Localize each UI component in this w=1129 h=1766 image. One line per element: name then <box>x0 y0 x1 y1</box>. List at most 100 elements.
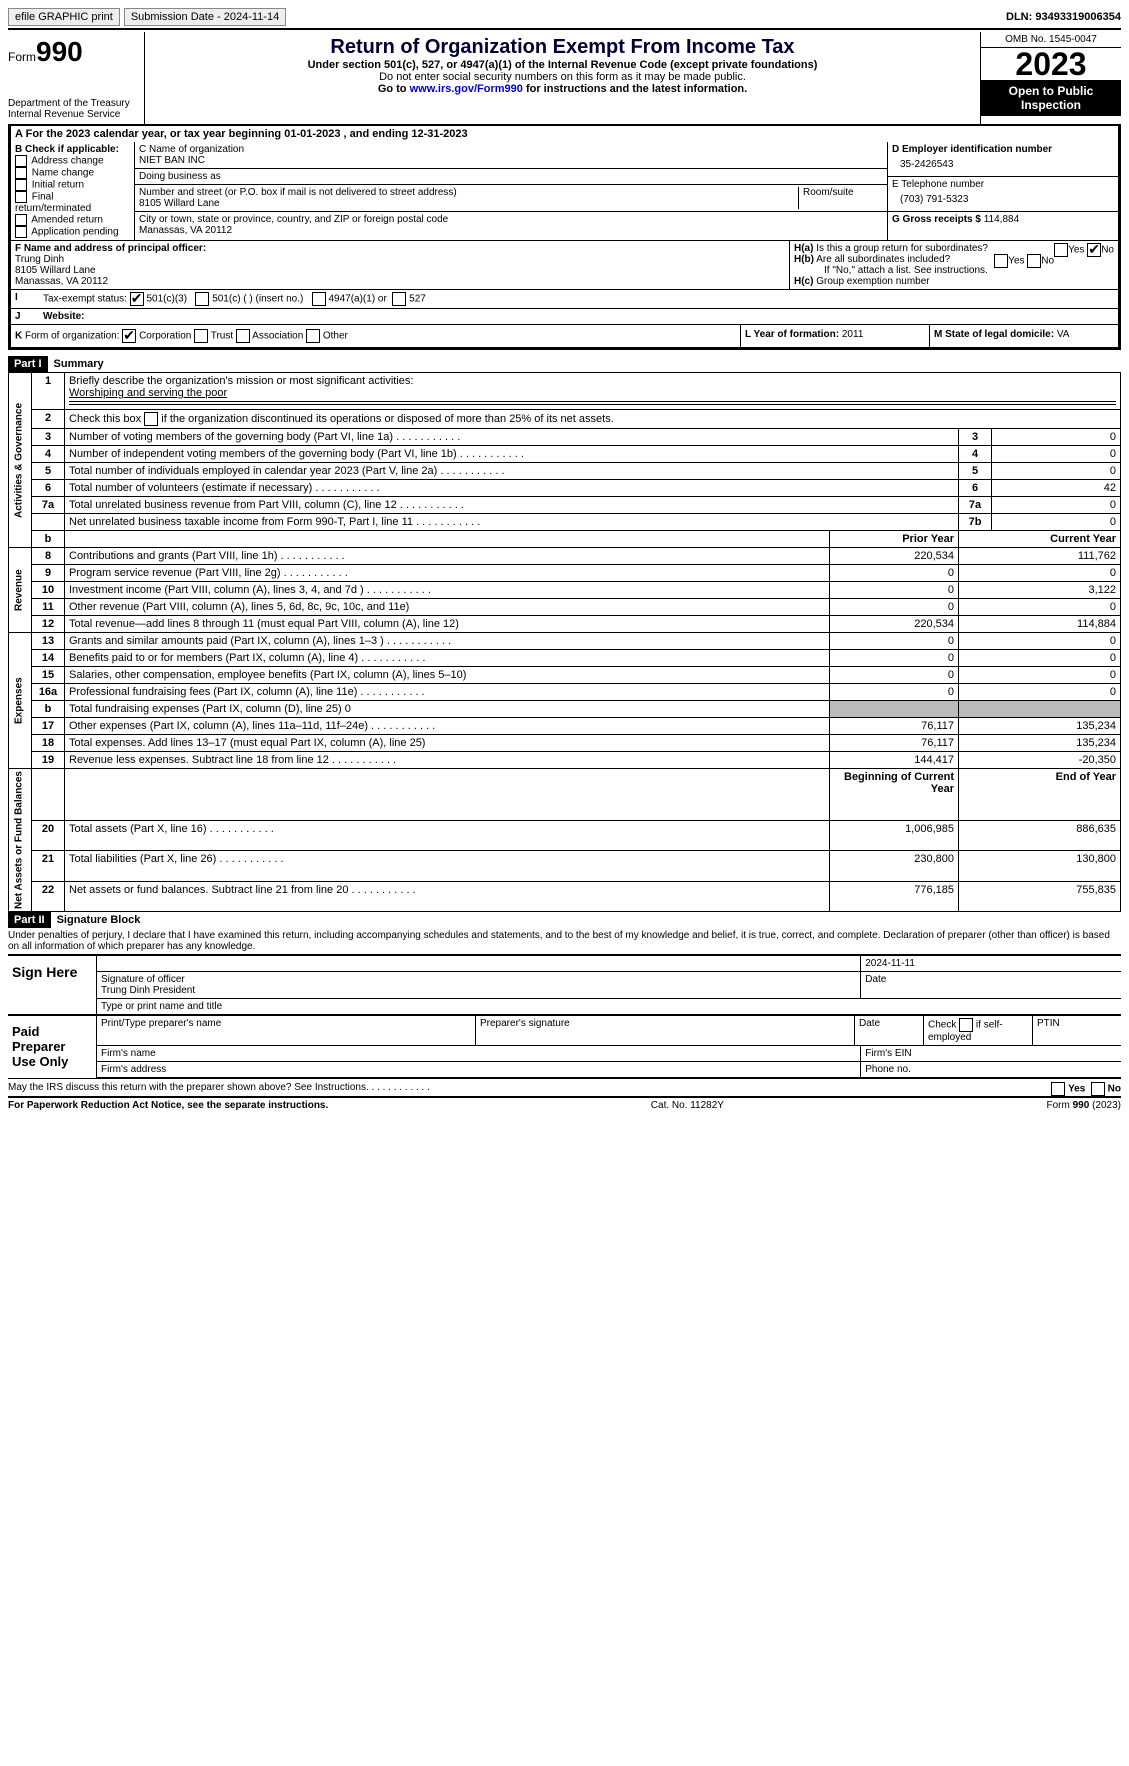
submission-date-button[interactable]: Submission Date - 2024-11-14 <box>124 8 286 26</box>
cb-final-return[interactable] <box>15 191 27 203</box>
type-name-label: Type or print name and title <box>97 999 1121 1014</box>
k-trust[interactable] <box>194 329 208 343</box>
street-address: 8105 Willard Lane <box>139 198 220 209</box>
irs-discuss-line: May the IRS discuss this return with the… <box>8 1078 1121 1096</box>
k-corp[interactable] <box>122 329 136 343</box>
ptin-label: PTIN <box>1033 1016 1121 1045</box>
page-footer: For Paperwork Reduction Act Notice, see … <box>8 1096 1121 1111</box>
form-ref: Form 990 (2023) <box>1047 1100 1121 1111</box>
discuss-yes[interactable] <box>1051 1082 1065 1096</box>
state-domicile: VA <box>1057 329 1070 340</box>
cb-address-change[interactable] <box>15 155 27 167</box>
firm-phone-label: Phone no. <box>861 1062 1121 1077</box>
summary-table: Activities & Governance 1Briefly describ… <box>8 372 1121 912</box>
part2-header: Part II <box>8 912 51 928</box>
addr-label: Number and street (or P.O. box if mail i… <box>139 187 457 198</box>
goto-line: Go to www.irs.gov/Form990 for instructio… <box>153 83 972 95</box>
firm-addr-label: Firm's address <box>97 1062 861 1077</box>
l2-checkbox[interactable] <box>144 412 158 426</box>
prep-sig-label: Preparer's signature <box>476 1016 855 1045</box>
prep-date-label: Date <box>855 1016 924 1045</box>
subtitle-1: Under section 501(c), 527, or 4947(a)(1)… <box>153 59 972 71</box>
hb-no[interactable] <box>1027 254 1041 268</box>
col-prior: Prior Year <box>830 531 959 548</box>
section-i: I Tax-exempt status: 501(c)(3) 501(c) ( … <box>8 289 1121 308</box>
sign-date: 2024-11-11 <box>861 956 1121 971</box>
efile-button[interactable]: efile GRAPHIC print <box>8 8 120 26</box>
i-501c3[interactable] <box>130 292 144 306</box>
row-7b: Net unrelated business taxable income fr… <box>9 514 1121 531</box>
paid-preparer-label: Paid Preparer Use Only <box>8 1016 96 1078</box>
gross-receipts-value: 114,884 <box>984 214 1019 225</box>
dept-treasury: Department of the Treasury <box>8 98 138 109</box>
section-b: B Check if applicable: Address change Na… <box>11 142 134 240</box>
firm-name-label: Firm's name <box>97 1046 861 1061</box>
vlabel-expenses: Expenses <box>9 633 32 769</box>
paid-preparer-block: Paid Preparer Use Only Print/Type prepar… <box>8 1014 1121 1078</box>
prep-name-label: Print/Type preparer's name <box>97 1016 476 1045</box>
officer-addr2: Manassas, VA 20112 <box>15 276 108 287</box>
cb-name-change[interactable] <box>15 167 27 179</box>
dln: DLN: 93493319006354 <box>1006 11 1121 23</box>
dba-label: Doing business as <box>135 169 887 185</box>
phone-label: E Telephone number <box>892 179 984 190</box>
firm-ein-label: Firm's EIN <box>861 1046 1121 1061</box>
irs-link[interactable]: www.irs.gov/Form990 <box>410 83 523 95</box>
discuss-no[interactable] <box>1091 1082 1105 1096</box>
cb-app-pending[interactable] <box>15 226 27 238</box>
row-4: 4Number of independent voting members of… <box>9 446 1121 463</box>
subtitle-2: Do not enter social security numbers on … <box>153 71 972 83</box>
vlabel-netassets: Net Assets or Fund Balances <box>9 769 32 912</box>
self-employed-checkbox[interactable] <box>959 1018 973 1032</box>
col-beginning: Beginning of Current Year <box>830 769 959 821</box>
i-527[interactable] <box>392 292 406 306</box>
city-label: City or town, state or province, country… <box>139 214 448 225</box>
l2-text: Check this box if the organization disco… <box>65 410 1121 429</box>
section-a: A For the 2023 calendar year, or tax yea… <box>8 126 1121 142</box>
section-c: C Name of organizationNIET BAN INC Doing… <box>134 142 888 240</box>
row-5: 5Total number of individuals employed in… <box>9 463 1121 480</box>
hb-yes[interactable] <box>994 254 1008 268</box>
form-header: Form990 Department of the Treasury Inter… <box>8 32 1121 126</box>
section-h: H(a) Is this a group return for subordin… <box>790 241 1118 289</box>
org-name-label: C Name of organization <box>139 144 244 155</box>
tax-year: 2023 <box>981 48 1121 80</box>
row-3: 3Number of voting members of the governi… <box>9 429 1121 446</box>
section-fh: F Name and address of principal officer:… <box>8 240 1121 289</box>
i-4947[interactable] <box>312 292 326 306</box>
section-klm: K Form of organization: Corporation Trus… <box>8 324 1121 350</box>
officer-name: Trung Dinh <box>15 254 64 265</box>
date-label: Date <box>861 972 1121 998</box>
part2-title: Signature Block <box>51 912 147 928</box>
sig-officer-label: Signature of officer <box>101 974 185 985</box>
gross-receipts-label: G Gross receipts $ <box>892 214 984 225</box>
vlabel-revenue: Revenue <box>9 548 32 633</box>
irs-label: Internal Revenue Service <box>8 109 138 120</box>
topbar: efile GRAPHIC print Submission Date - 20… <box>8 8 1121 26</box>
ein-value: 35-2426543 <box>892 155 1114 174</box>
row-6: 6Total number of volunteers (estimate if… <box>9 480 1121 497</box>
form-number: Form990 <box>8 36 138 68</box>
part1-title: Summary <box>48 356 110 372</box>
k-other[interactable] <box>306 329 320 343</box>
perjury-declaration: Under penalties of perjury, I declare th… <box>8 928 1121 954</box>
k-assoc[interactable] <box>236 329 250 343</box>
officer-sig-name: Trung Dinh President <box>101 985 195 996</box>
phone-value: (703) 791-5323 <box>892 190 1114 209</box>
hc-label: Group exemption number <box>816 276 929 287</box>
officer-addr1: 8105 Willard Lane <box>15 265 96 276</box>
col-end: End of Year <box>959 769 1121 821</box>
ha-yes[interactable] <box>1054 243 1068 257</box>
org-name: NIET BAN INC <box>139 155 205 166</box>
open-to-public: Open to Public Inspection <box>981 80 1121 116</box>
cb-amended[interactable] <box>15 214 27 226</box>
room-label: Room/suite <box>798 187 883 209</box>
city-state-zip: Manassas, VA 20112 <box>139 225 232 236</box>
section-bcde: B Check if applicable: Address change Na… <box>8 142 1121 240</box>
return-title: Return of Organization Exempt From Incom… <box>153 36 972 59</box>
cat-no: Cat. No. 11282Y <box>651 1100 724 1111</box>
cb-initial-return[interactable] <box>15 179 27 191</box>
ein-label: D Employer identification number <box>892 144 1052 155</box>
ha-no[interactable] <box>1087 243 1101 257</box>
i-501c[interactable] <box>195 292 209 306</box>
